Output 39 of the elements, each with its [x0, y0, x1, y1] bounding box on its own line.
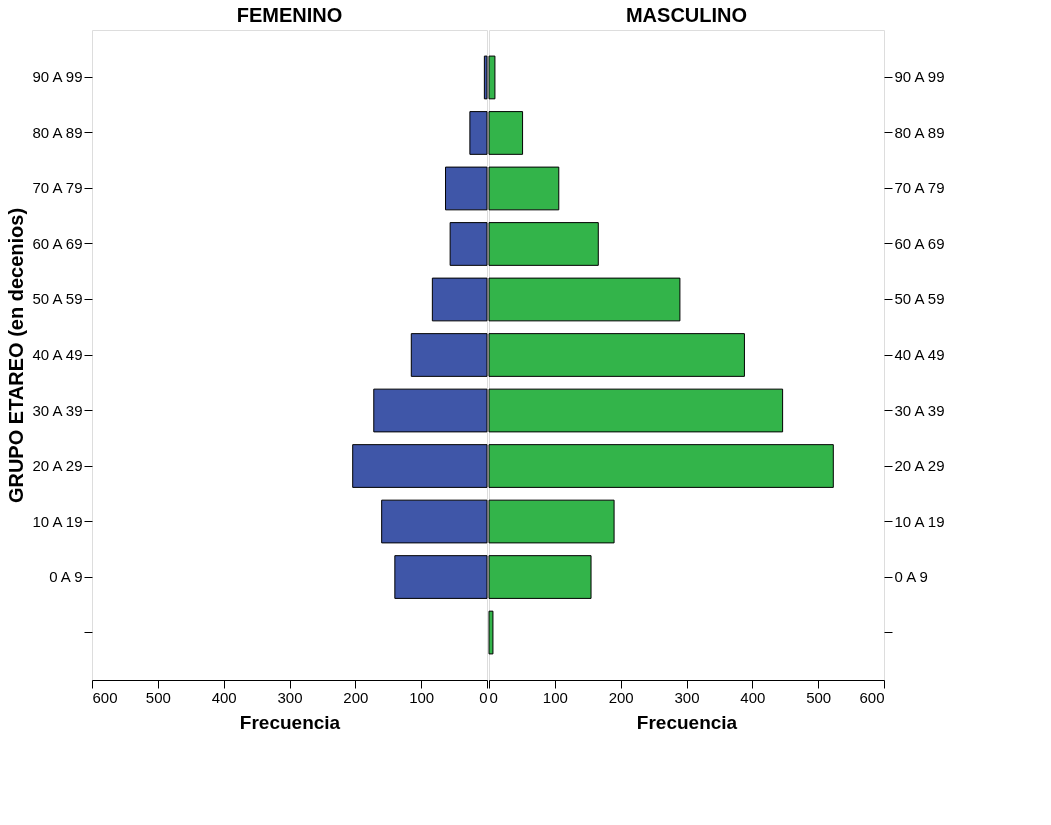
x-tick-label: 500 — [145, 688, 171, 706]
x-tick-label: 300 — [277, 688, 303, 706]
x-tick-label: 600 — [92, 688, 118, 706]
y-tick-label: 70 A 79 — [32, 179, 83, 197]
x-tick-label: 400 — [740, 688, 766, 706]
y-tick-label: 60 A 69 — [894, 234, 945, 252]
y-tick-label: 20 A 29 — [32, 457, 83, 475]
x-axis-title: Frecuencia — [239, 711, 341, 733]
y-tick-label: 50 A 59 — [32, 290, 83, 308]
y-tick-label: 80 A 89 — [894, 123, 945, 141]
x-axis-title: Frecuencia — [636, 711, 738, 733]
x-tick-label: 500 — [806, 688, 832, 706]
y-axis-title: GRUPO ETAREO (en decenios) — [4, 207, 27, 504]
y-tick-label: 40 A 49 — [32, 346, 83, 363]
x-tick-label: 200 — [608, 688, 634, 706]
x-tick-label: 0 — [489, 688, 498, 706]
y-tick-label: 70 A 79 — [894, 179, 945, 197]
y-tick-label: 90 A 99 — [32, 68, 83, 86]
y-tick-label: 10 A 19 — [32, 512, 83, 530]
x-tick-label: 600 — [859, 688, 885, 706]
y-tick-label: 30 A 39 — [894, 401, 945, 419]
y-tick-label: 10 A 19 — [894, 512, 945, 530]
y-tick-label: 90 A 99 — [894, 68, 945, 86]
y-tick-label: 30 A 39 — [32, 401, 83, 419]
y-tick-label: 60 A 69 — [32, 234, 83, 252]
y-tick-label: 50 A 59 — [894, 290, 945, 308]
x-tick-label: 300 — [674, 688, 700, 706]
chart-title: MASCULINO — [625, 4, 748, 26]
y-tick-label: 80 A 89 — [32, 123, 83, 141]
chart-title: FEMENINO — [236, 4, 343, 26]
y-tick-label: 20 A 29 — [894, 457, 945, 475]
y-tick-label: 0 A 9 — [894, 568, 928, 586]
x-tick-label: 100 — [409, 688, 435, 706]
x-tick-label: 100 — [542, 688, 568, 706]
x-tick-label: 0 — [479, 688, 488, 706]
x-tick-label: 200 — [343, 688, 369, 706]
y-tick-label: 0 A 9 — [49, 568, 83, 586]
x-tick-label: 400 — [211, 688, 237, 706]
y-tick-label: 40 A 49 — [894, 346, 945, 363]
